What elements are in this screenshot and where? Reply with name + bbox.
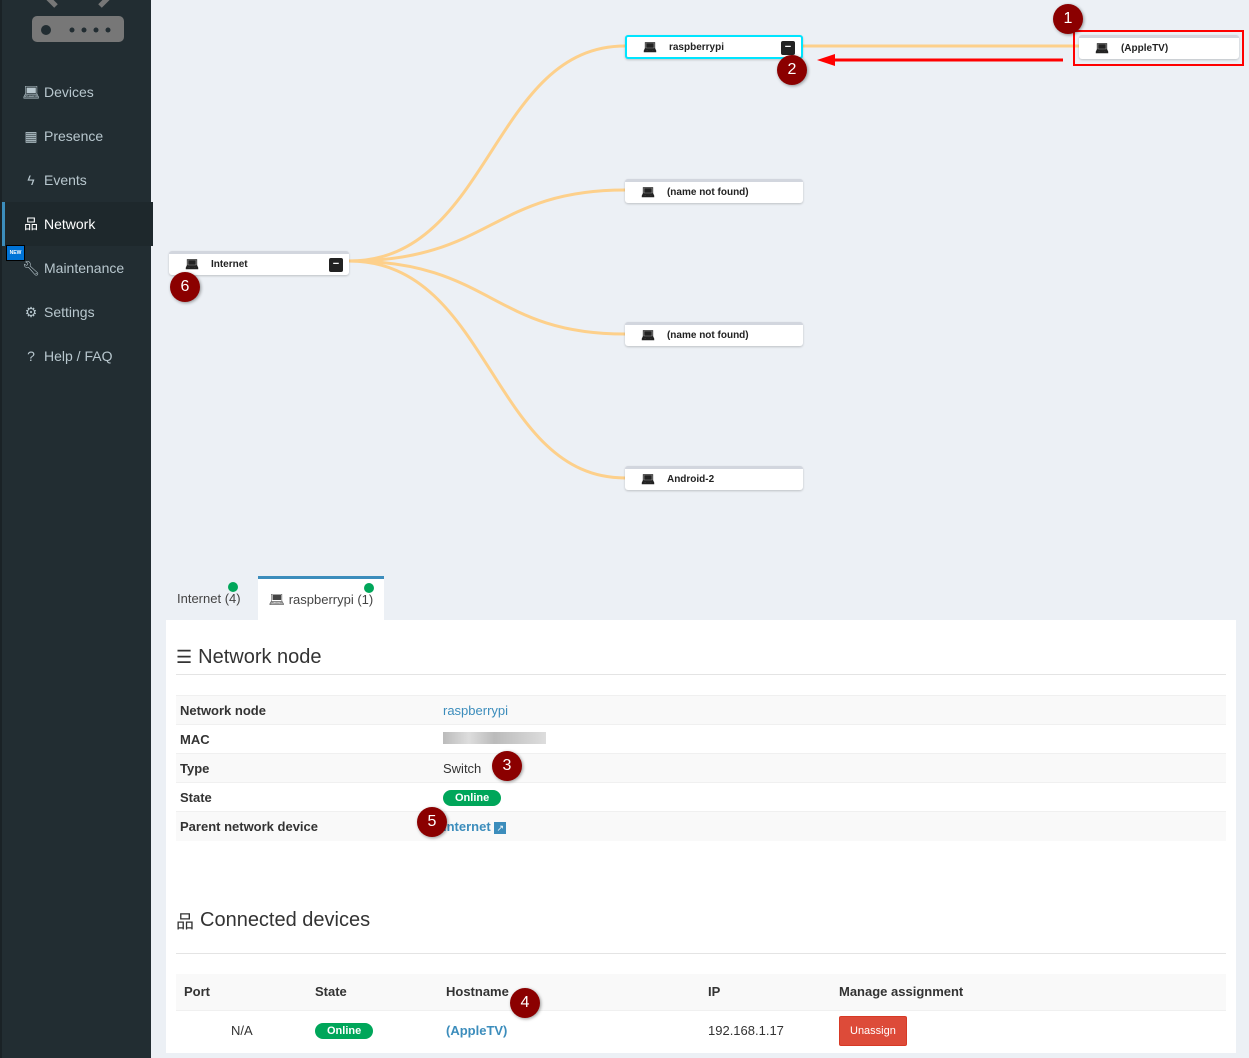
unassign-button[interactable]: Unassign xyxy=(839,1015,907,1046)
link-n2 xyxy=(348,259,626,336)
collapse-button[interactable]: − xyxy=(329,258,343,272)
laptop-icon: 💻︎ xyxy=(268,592,289,607)
status-badge: Online xyxy=(315,1023,374,1040)
network-node-heading: ☰ Network node xyxy=(176,645,322,668)
question-icon: ? xyxy=(27,348,35,364)
new-badge: NEW xyxy=(6,245,25,261)
node-link[interactable]: raspberrypi xyxy=(443,702,509,718)
sidebar-item-settings[interactable]: ⚙ Settings xyxy=(2,290,153,334)
node-internet[interactable]: 💻︎ Internet − xyxy=(169,251,349,275)
laptop-icon: 💻︎ xyxy=(1095,43,1109,55)
annotation-4: 4 xyxy=(510,988,540,1018)
sidebar-item-presence[interactable]: ▦ Presence xyxy=(2,114,153,158)
gear-icon: ⚙ xyxy=(24,303,38,320)
tree-links xyxy=(348,44,1079,480)
tab-raspberrypi[interactable]: 💻︎ raspberrypi (1) xyxy=(257,576,385,620)
table-row: Type Switch xyxy=(176,753,1226,783)
annotation-6: 6 xyxy=(170,272,200,302)
table-row: Network node raspberrypi xyxy=(176,695,1226,725)
annotation-3: 3 xyxy=(492,751,522,781)
sidebar: 💻︎ Devices ▦ Presence ϟ Events 品 Network 🔧︎ M… xyxy=(0,0,153,1058)
link-android xyxy=(348,259,626,480)
node-android[interactable]: 💻︎ Android-2 xyxy=(625,466,803,490)
highlight-box xyxy=(1073,30,1244,66)
external-link-icon: ↗ xyxy=(494,821,507,834)
connected-devices-heading: 品 Connected devices xyxy=(176,909,371,932)
sidebar-item-help[interactable]: ? Help / FAQ xyxy=(2,334,153,378)
laptop-icon: 💻︎ xyxy=(641,330,655,342)
table-row: MAC xyxy=(176,724,1226,754)
sidebar-item-devices[interactable]: 💻︎ Devices xyxy=(2,70,153,114)
table-row: N/A Online (AppleTV) 192.168.1.17 Unassign xyxy=(176,1010,1226,1051)
tab-internet[interactable]: Internet (4) xyxy=(166,576,252,620)
laptop-icon: 💻︎ xyxy=(641,187,655,199)
details-panel: Internet (4) 💻︎ raspberrypi (1) ☰ Network… xyxy=(166,576,1236,1053)
parent-link[interactable]: Internet xyxy=(443,818,491,834)
annotation-1: 1 xyxy=(1053,4,1083,34)
table-row: State Online xyxy=(176,782,1226,812)
node-raspberrypi[interactable]: 💻︎ raspberrypi − xyxy=(625,35,803,59)
laptop-icon: 💻︎ xyxy=(22,83,40,100)
link-raspberrypi xyxy=(348,44,626,263)
router-logo-icon xyxy=(32,0,124,42)
sidebar-item-events[interactable]: ϟ Events xyxy=(2,158,153,202)
calendar-icon: ▦ xyxy=(24,127,38,144)
link-n1 xyxy=(348,188,626,263)
sidebar-item-network[interactable]: 品 Network xyxy=(2,202,153,246)
hostname-link[interactable]: (AppleTV) xyxy=(446,1023,508,1039)
status-dot xyxy=(364,583,375,593)
annotation-5: 5 xyxy=(417,807,447,837)
sitemap-icon: 品 xyxy=(176,911,194,932)
status-dot xyxy=(227,582,238,592)
status-badge: Online xyxy=(443,789,502,806)
server-icon: ☰ xyxy=(176,646,193,667)
bolt-icon: ϟ xyxy=(27,172,35,188)
collapse-button[interactable]: − xyxy=(781,41,795,55)
network-tree: 💻︎ Internet − 💻︎ raspberrypi − 💻︎ (name not f… xyxy=(151,0,1249,560)
node-name-not-found[interactable]: 💻︎ (name not found) xyxy=(625,322,803,346)
laptop-icon: 💻︎ xyxy=(185,259,199,271)
node-info-table: Network node raspberrypi MAC Type Switch S… xyxy=(176,695,1226,841)
node-appletv[interactable]: 💻︎ (AppleTV) xyxy=(1079,35,1239,59)
laptop-icon: 💻︎ xyxy=(643,41,657,54)
sitemap-icon: 品 xyxy=(24,216,38,232)
node-name-not-found[interactable]: 💻︎ (name not found) xyxy=(625,179,803,203)
connected-devices-table: Port State Hostname IP Manage assignment N/A… xyxy=(176,973,1226,1051)
wrench-icon: 🔧︎ xyxy=(22,259,40,276)
laptop-icon: 💻︎ xyxy=(641,474,655,486)
sidebar-item-maintenance[interactable]: 🔧︎ Maintenance xyxy=(2,246,153,290)
table-row: Parent network device Internet ↗ xyxy=(176,811,1226,841)
annotation-2: 2 xyxy=(777,55,807,85)
mac-blurred xyxy=(443,731,546,744)
